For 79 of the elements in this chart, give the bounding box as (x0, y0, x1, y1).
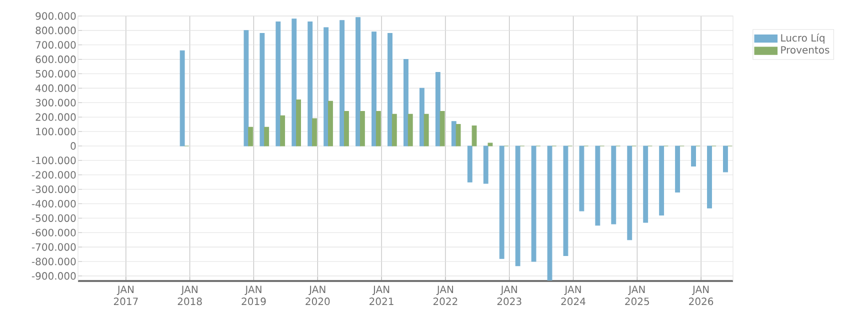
y-tick-label: -400.000 (32, 200, 76, 208)
bar (180, 50, 185, 146)
x-tick-label: JAN 2017 (114, 286, 138, 306)
bar (276, 22, 281, 146)
y-tick-label: 900.000 (36, 12, 76, 20)
y-tick-label: -600.000 (32, 228, 76, 236)
y-tick-label: 800.000 (36, 26, 76, 34)
bar (424, 114, 429, 146)
x-tick-label: JAN 2019 (242, 286, 266, 306)
y-tick-label: 600.000 (36, 56, 76, 64)
bar (408, 114, 413, 146)
bar (595, 146, 600, 226)
bar (515, 146, 520, 266)
x-tick-label: JAN 2022 (433, 286, 458, 306)
bar (451, 121, 456, 146)
y-tick-label: 100.000 (36, 128, 76, 136)
bar (312, 118, 317, 146)
bar (611, 146, 616, 224)
bar (344, 111, 349, 146)
bar (579, 146, 584, 212)
bar (488, 142, 493, 146)
bar (404, 59, 408, 146)
bar (659, 146, 664, 216)
legend-label: Proventos (781, 46, 830, 54)
x-tick-label: JAN 2024 (561, 286, 586, 306)
x-tick-label: JAN 2026 (689, 286, 714, 306)
bar (296, 99, 302, 146)
y-tick-label: 300.000 (36, 98, 76, 106)
y-tick-label: -100.000 (32, 156, 76, 164)
bar (244, 30, 249, 146)
bar (547, 146, 552, 281)
bar (292, 18, 297, 146)
y-tick-label: -200.000 (32, 171, 76, 179)
bar (472, 125, 477, 146)
bar (723, 146, 728, 172)
bar (260, 33, 265, 146)
bar (691, 146, 696, 166)
bar (675, 146, 680, 192)
y-tick-label: 700.000 (36, 41, 76, 49)
y-tick-label: -700.000 (32, 243, 76, 251)
bar (435, 72, 440, 146)
bar (392, 114, 397, 146)
bar (264, 126, 270, 146)
bar (483, 146, 488, 184)
x-tick-label: JAN 2021 (370, 286, 394, 306)
bar (627, 146, 632, 240)
bar (643, 146, 648, 223)
bar (419, 88, 424, 146)
bar (467, 146, 472, 182)
bar (328, 100, 333, 146)
y-tick-label: 200.000 (36, 113, 76, 121)
bar (248, 126, 254, 146)
bar (280, 115, 286, 146)
y-tick-label: 0 (70, 142, 76, 150)
x-tick-label: JAN 2020 (306, 286, 330, 306)
y-tick-label: 400.000 (36, 84, 76, 92)
bar (440, 111, 445, 146)
y-tick-label: -500.000 (32, 214, 76, 222)
x-tick-label: JAN 2018 (178, 286, 202, 306)
bar (563, 146, 568, 256)
bar (324, 27, 329, 146)
x-tick-label: JAN 2025 (625, 286, 649, 306)
y-tick-label: -300.000 (32, 186, 76, 194)
legend-label: Lucro Líq (781, 34, 824, 44)
bar (360, 111, 365, 146)
bar (340, 20, 345, 146)
y-tick-label: 500.000 (36, 70, 76, 78)
y-tick-label: -900.000 (32, 272, 76, 280)
bar (456, 124, 461, 146)
bar (388, 33, 392, 146)
x-tick-label: JAN 2023 (497, 286, 522, 306)
bar (356, 17, 361, 146)
bar (372, 32, 376, 146)
bar (707, 146, 712, 208)
bar (376, 111, 381, 146)
bar (499, 146, 504, 259)
y-tick-label: -800.000 (32, 258, 76, 266)
bar (531, 146, 536, 262)
bar (308, 22, 313, 146)
